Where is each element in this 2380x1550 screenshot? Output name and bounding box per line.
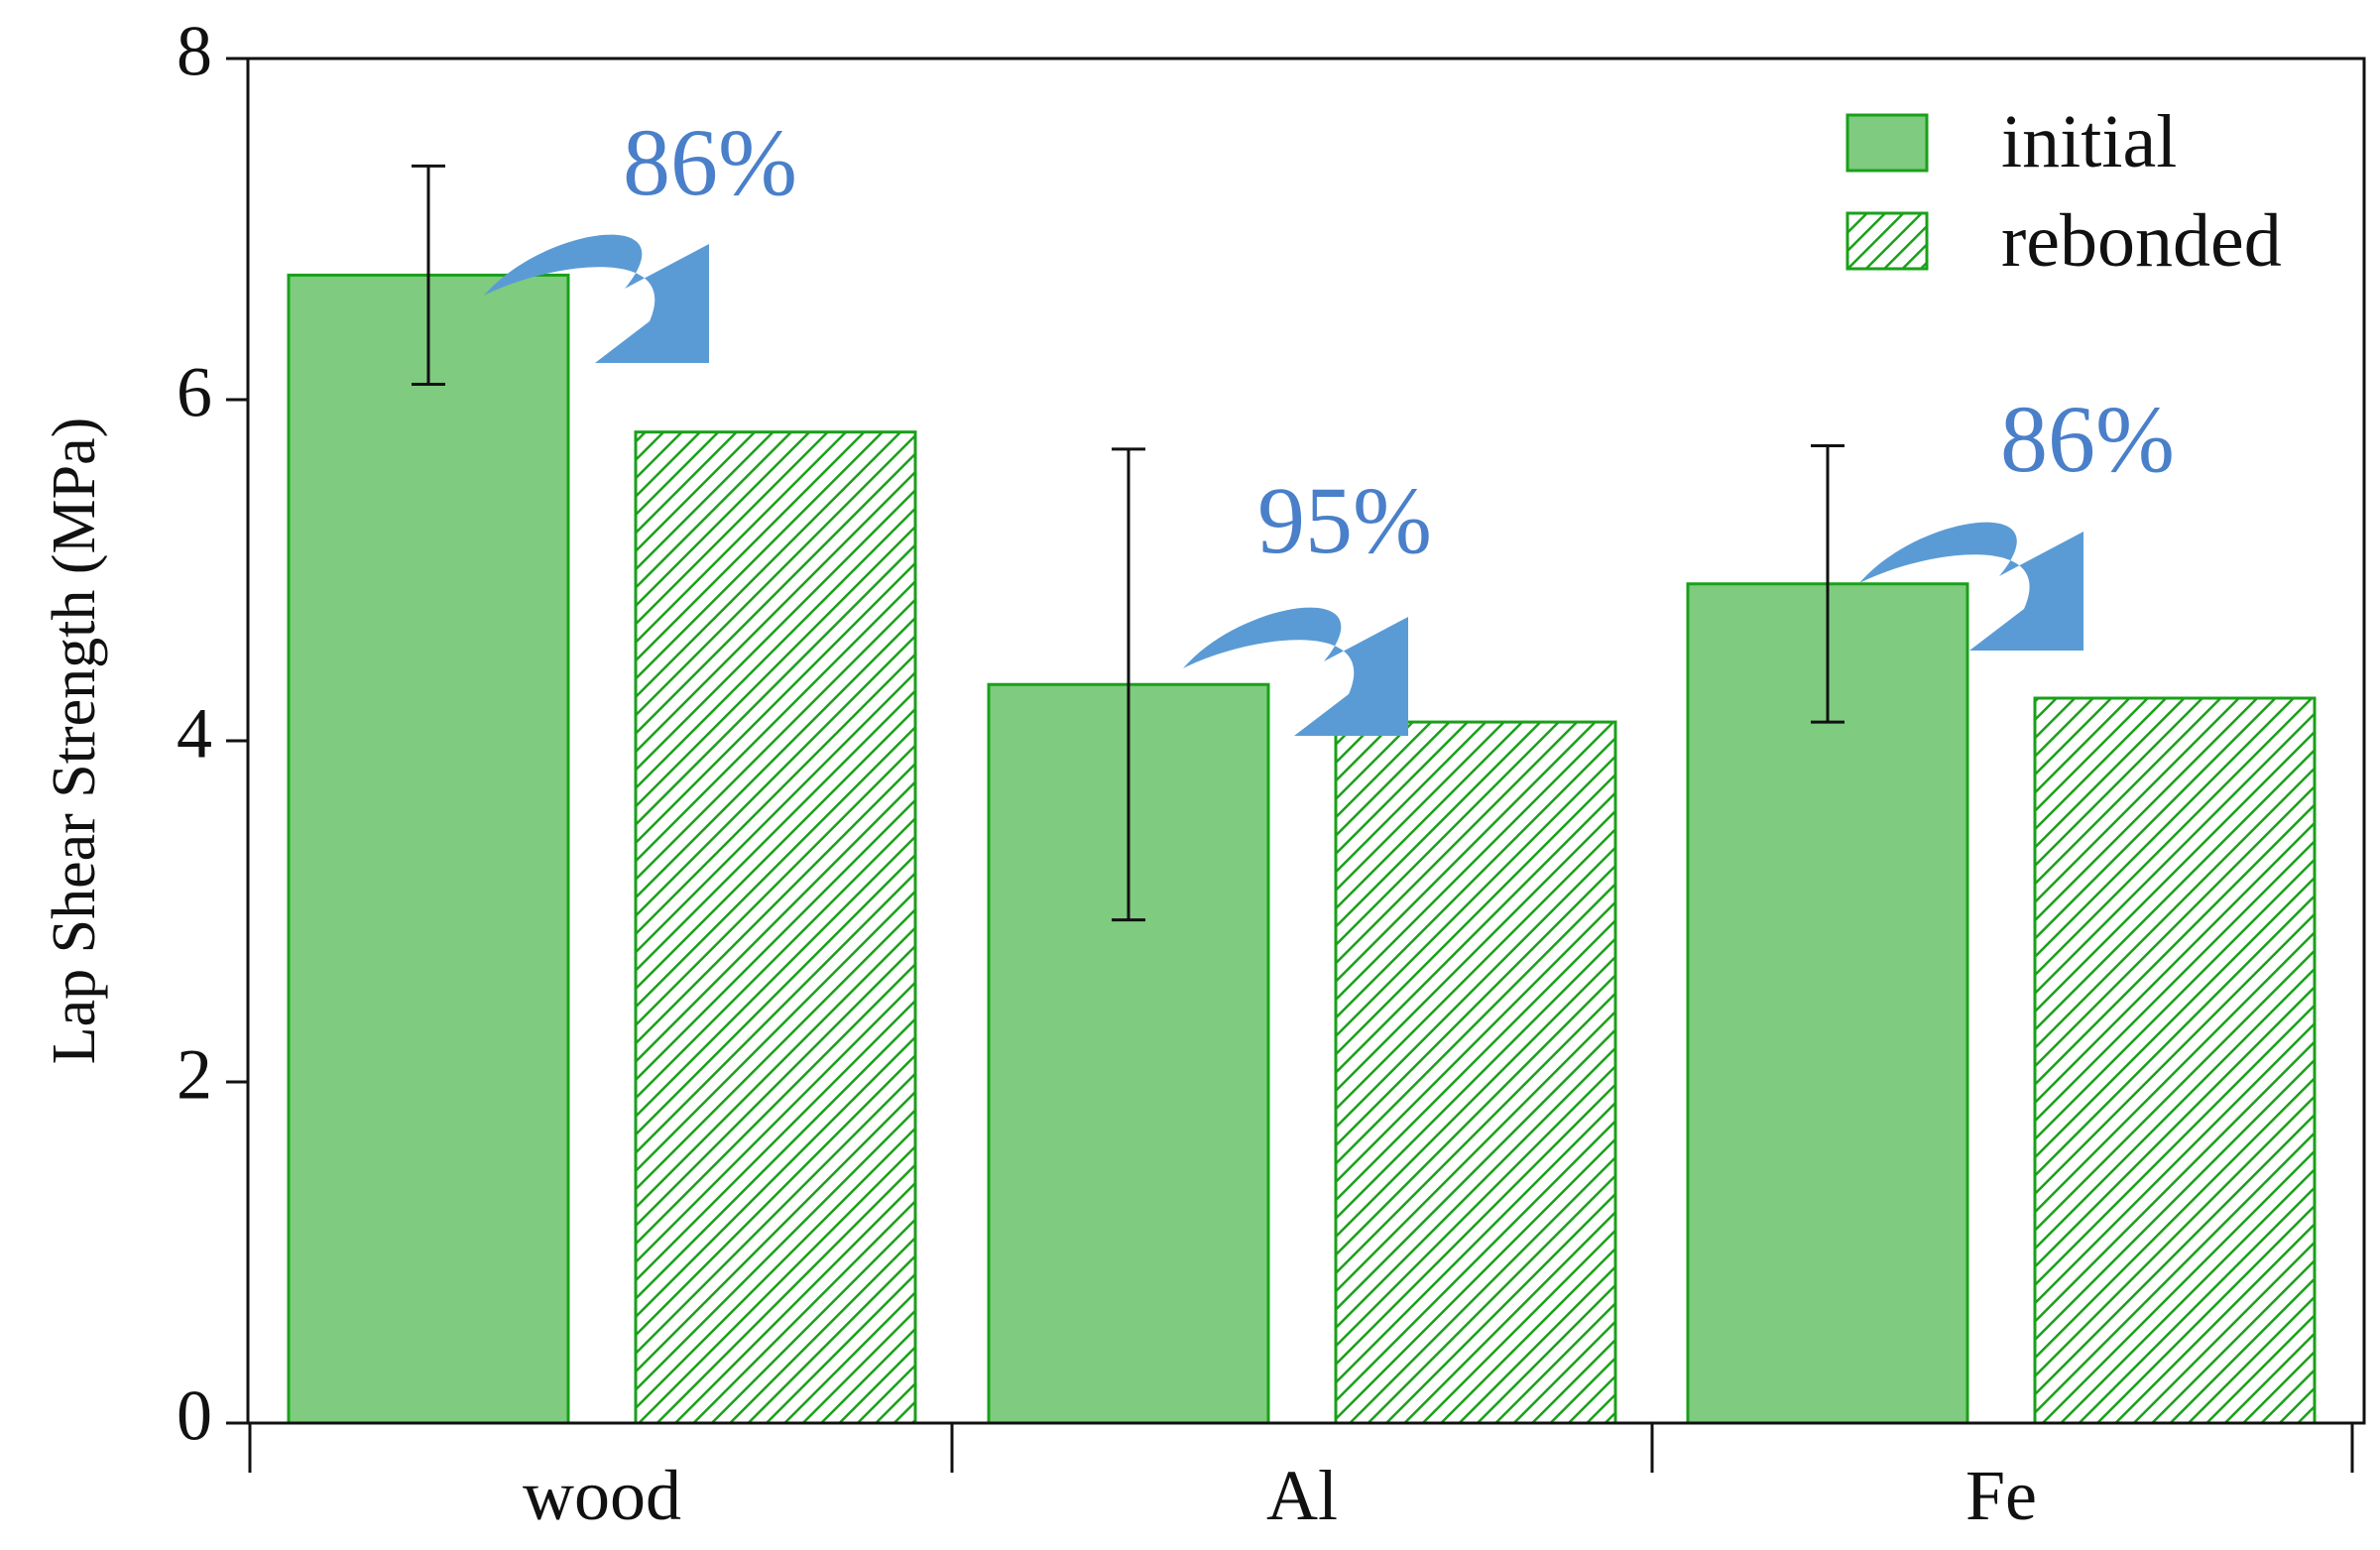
x-tick-label-wood: wood — [523, 1456, 681, 1535]
legend-label-rebonded: rebonded — [2001, 199, 2282, 283]
y-tick-label: 4 — [177, 694, 212, 774]
error-bar-initial-wood — [412, 164, 445, 387]
bar-rebonded-wood — [634, 430, 917, 1425]
y-tick-label: 2 — [177, 1035, 212, 1115]
retention-arrow-Al — [1183, 607, 1408, 736]
x-tick-label-Fe: Fe — [1965, 1456, 2037, 1535]
bar-initial-Fe — [1686, 582, 1969, 1425]
x-tick-label-Al: Al — [1266, 1456, 1338, 1535]
retention-arrow-Fe — [1859, 522, 2083, 651]
y-tick-label: 8 — [177, 12, 212, 91]
bar-rebonded-Fe — [2033, 696, 2317, 1425]
y-tick-label: 0 — [177, 1376, 212, 1456]
legend: initial rebonded — [1845, 100, 2282, 283]
retention-label-wood: 86% — [623, 109, 797, 215]
bar-rebonded-Al — [1334, 720, 1617, 1425]
y-axis-title: Lap Shear Strength (MPa) — [41, 417, 108, 1065]
retention-label-Al: 95% — [1257, 467, 1432, 573]
error-bar-initial-Fe — [1811, 443, 1844, 724]
legend-label-initial: initial — [2001, 100, 2177, 183]
legend-swatch-initial — [1845, 113, 1929, 173]
y-tick-label: 6 — [177, 353, 212, 432]
retention-arrow-wood — [484, 234, 709, 363]
retention-label-Fe: 86% — [2000, 386, 2175, 492]
legend-swatch-rebonded — [1845, 211, 1929, 271]
error-bar-initial-Al — [1112, 447, 1145, 922]
bar-initial-wood — [287, 273, 570, 1425]
